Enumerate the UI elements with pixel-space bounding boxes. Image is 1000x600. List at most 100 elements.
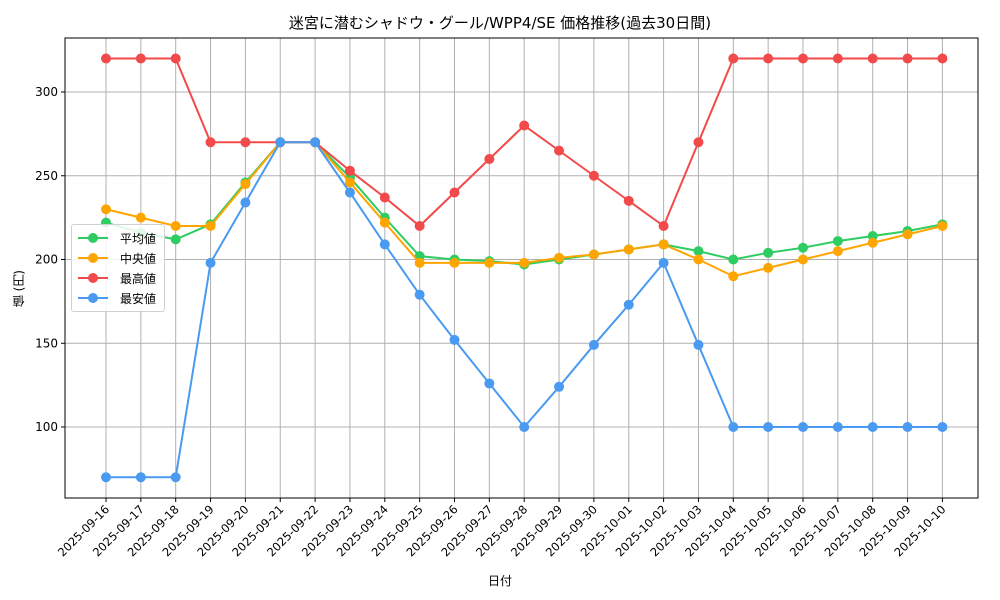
data-point [101,204,111,215]
data-point [588,249,599,260]
legend-item: 最高値 [72,268,164,288]
data-point [832,246,843,257]
legend: 平均値中央値最高値最安値 [71,224,165,312]
data-point [344,187,355,198]
data-point [205,137,216,148]
data-point [449,187,460,198]
data-point [344,177,355,188]
data-point [693,246,704,257]
data-point [937,422,948,432]
data-point [728,53,739,64]
data-point [275,137,286,148]
data-point [832,236,843,247]
data-point [135,53,146,64]
data-point [798,53,808,64]
data-point [170,472,181,483]
data-point [135,472,146,483]
data-point [798,242,808,253]
legend-label: 平均値 [120,231,157,246]
data-point [832,53,843,64]
data-point [554,145,565,156]
data-point [205,257,216,268]
legend-item: 中央値 [72,248,164,268]
data-point [240,137,251,148]
data-point [658,221,669,231]
legend-label: 中央値 [120,251,157,266]
data-point [414,289,425,300]
data-point [484,154,495,164]
data-point [728,254,739,265]
y-tick-label: 100 [35,420,58,434]
data-point [519,257,530,268]
data-point [101,472,111,483]
data-point [101,53,111,64]
data-point [310,137,321,148]
data-point [902,422,913,432]
data-point [414,221,425,231]
legend-label: 最安値 [120,291,157,306]
data-point [728,422,739,432]
data-point [554,381,565,392]
x-axis: 2025-09-162025-09-172025-09-182025-09-19… [55,498,949,559]
data-point [240,197,251,208]
data-point [449,334,460,345]
y-tick-label: 300 [35,85,58,99]
data-point [449,257,460,268]
data-point [484,257,495,268]
data-point [763,262,774,273]
legend-item: 平均値 [72,228,164,248]
y-tick-label: 250 [35,169,58,183]
data-point [728,271,739,282]
data-point [205,221,216,231]
data-point [588,170,599,181]
y-axis-label: 値 (円) [12,270,26,308]
data-point [693,339,704,350]
legend-marker-icon [78,272,108,284]
plot-frame [64,37,979,499]
data-point [414,257,425,268]
data-point [798,422,808,432]
data-point [379,192,390,203]
legend-marker-icon [78,232,108,244]
data-point [519,120,530,131]
data-point [763,247,774,258]
data-point [170,53,181,64]
legend-label: 最高値 [120,271,157,286]
data-point [344,165,355,176]
data-point [379,239,390,250]
data-point [588,339,599,350]
data-point [484,378,495,389]
data-point [170,221,181,231]
data-point [623,244,634,255]
series-3 [101,137,948,483]
data-point [135,212,146,223]
data-point [902,229,913,240]
data-point [240,179,251,190]
data-point [693,137,704,148]
data-point [623,299,634,310]
data-point [867,422,878,432]
x-axis-label: 日付 [487,574,513,588]
data-point [937,221,948,231]
legend-marker-icon [78,252,108,264]
data-point [658,257,669,268]
data-point [763,53,774,64]
legend-item: 最安値 [72,288,164,308]
data-point [170,234,181,245]
data-point [519,422,530,432]
data-point [832,422,843,432]
y-tick-label: 200 [35,253,58,267]
chart-title: 迷宮に潜むシャドウ・グール/WPP4/SE 価格推移(過去30日間) [288,14,712,32]
y-axis: 100 150 200 250 300 [35,85,65,434]
data-point [554,252,565,263]
data-point [902,53,913,64]
data-point [693,254,704,265]
data-point [867,53,878,64]
data-point [379,217,390,228]
data-point [798,254,808,265]
data-point [867,237,878,248]
legend-marker-icon [78,292,108,304]
data-point [763,422,774,432]
y-tick-label: 150 [35,336,58,350]
